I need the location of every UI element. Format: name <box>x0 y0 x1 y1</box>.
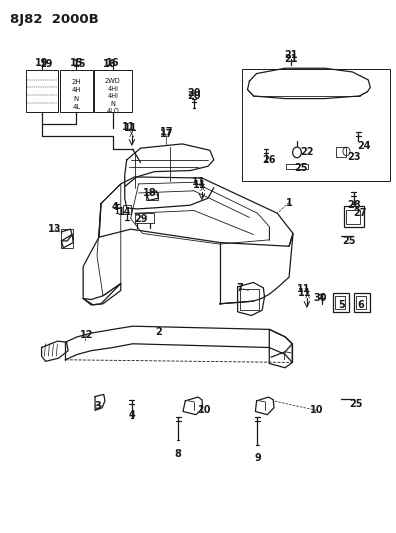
Text: 10: 10 <box>198 406 212 415</box>
Text: 7: 7 <box>236 283 243 293</box>
Text: 17: 17 <box>160 130 173 139</box>
Text: 24: 24 <box>357 141 370 151</box>
Text: 3: 3 <box>95 401 102 411</box>
Bar <box>356 296 366 309</box>
Bar <box>354 293 370 312</box>
Text: 15: 15 <box>72 59 86 69</box>
Text: 2H: 2H <box>72 79 81 85</box>
Bar <box>123 205 131 214</box>
Text: N: N <box>110 101 115 107</box>
Text: 20: 20 <box>187 91 201 101</box>
Text: 4L: 4L <box>72 104 80 110</box>
Text: 2: 2 <box>155 327 162 336</box>
Text: 21: 21 <box>284 51 298 60</box>
Text: 11: 11 <box>193 180 207 190</box>
Text: 17: 17 <box>160 127 173 137</box>
Text: 19: 19 <box>35 58 48 68</box>
Text: 25: 25 <box>350 399 363 409</box>
Text: 10: 10 <box>310 406 324 415</box>
Text: 22: 22 <box>300 147 314 157</box>
Text: 15: 15 <box>70 58 83 68</box>
Text: X: X <box>304 291 310 300</box>
Text: 26: 26 <box>263 155 276 165</box>
Text: 4H: 4H <box>72 87 81 93</box>
Text: 28: 28 <box>348 200 361 210</box>
Bar <box>333 293 349 312</box>
Bar <box>60 70 93 112</box>
Bar <box>335 296 345 309</box>
Text: 12: 12 <box>80 330 93 340</box>
Text: 14: 14 <box>118 207 131 216</box>
Text: 1: 1 <box>286 198 293 207</box>
Text: 18: 18 <box>143 188 156 198</box>
Text: 4LO: 4LO <box>107 108 119 114</box>
Bar <box>242 69 390 181</box>
Text: 23: 23 <box>348 152 361 162</box>
Text: 27: 27 <box>354 208 367 218</box>
Text: 25: 25 <box>343 236 356 246</box>
Bar <box>286 164 308 169</box>
Text: 16: 16 <box>106 58 120 68</box>
Text: 8J82  2000B: 8J82 2000B <box>10 13 99 26</box>
Text: 13: 13 <box>48 224 61 234</box>
Text: 30: 30 <box>313 294 327 303</box>
Bar <box>346 210 360 224</box>
Bar <box>146 192 158 200</box>
Bar <box>344 206 364 227</box>
Bar <box>240 289 259 310</box>
Text: 11: 11 <box>122 122 135 132</box>
Text: 4: 4 <box>111 202 118 212</box>
Text: 5: 5 <box>338 300 345 310</box>
Text: 20: 20 <box>187 88 201 98</box>
Text: 8: 8 <box>175 449 182 459</box>
Text: X: X <box>129 130 135 139</box>
Bar <box>94 70 132 112</box>
Text: 4Hi: 4Hi <box>107 93 118 99</box>
Text: 25: 25 <box>294 163 308 173</box>
Text: 6: 6 <box>358 300 365 310</box>
Text: 16: 16 <box>103 59 117 69</box>
Bar <box>26 70 58 112</box>
Text: 2WD: 2WD <box>105 78 121 84</box>
Text: X: X <box>199 184 205 193</box>
Text: 11: 11 <box>297 284 310 294</box>
Text: 11: 11 <box>298 288 312 298</box>
Text: 11: 11 <box>192 177 206 187</box>
Text: 4: 4 <box>128 410 135 419</box>
Text: N: N <box>74 96 79 102</box>
Text: 29: 29 <box>134 214 147 223</box>
Text: 21: 21 <box>284 54 298 63</box>
Text: 19: 19 <box>40 59 53 69</box>
Bar <box>135 213 154 223</box>
Text: 11: 11 <box>124 123 137 133</box>
Text: 4Hi: 4Hi <box>107 86 118 92</box>
Text: 9: 9 <box>254 454 261 463</box>
Bar <box>61 229 73 248</box>
Bar <box>336 147 346 157</box>
